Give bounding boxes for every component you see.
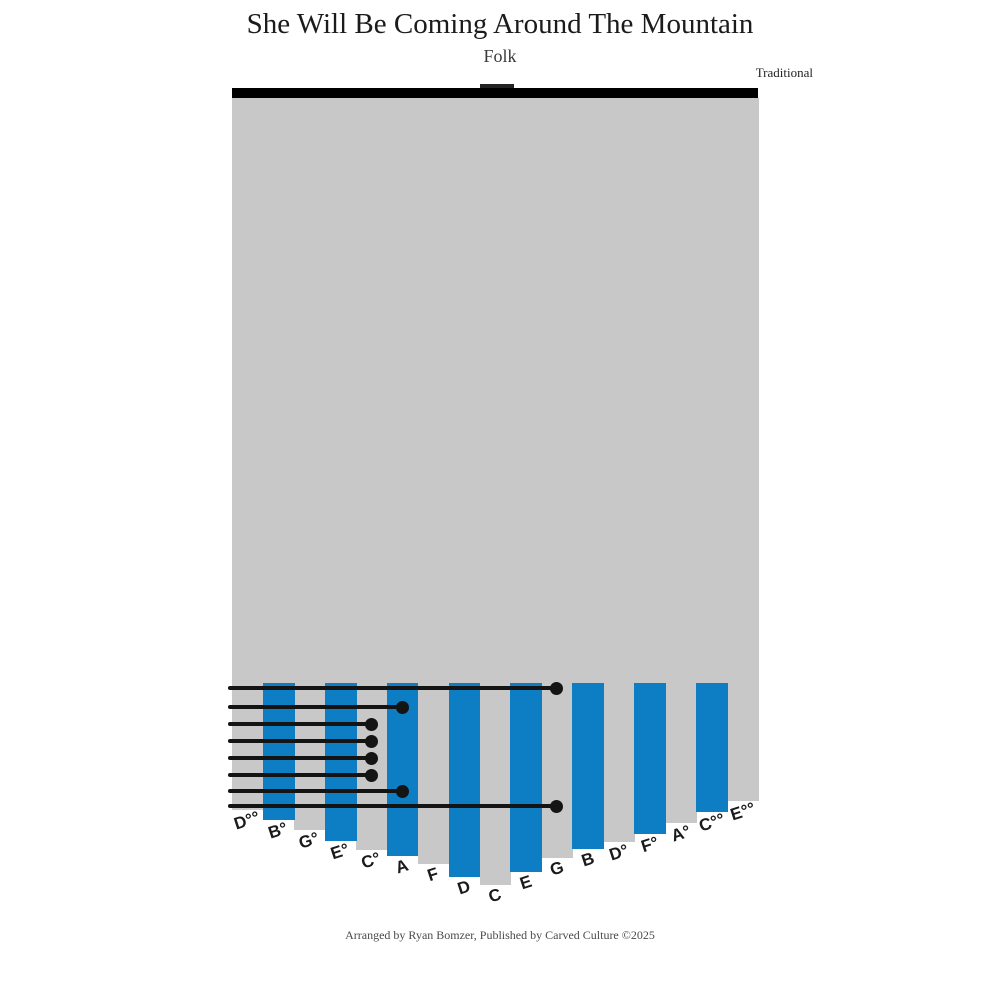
note-line	[228, 789, 403, 793]
tine-blue-stripe	[510, 683, 543, 872]
note-line	[228, 756, 372, 760]
note-head	[364, 717, 378, 731]
note-line	[228, 804, 557, 808]
note-line	[228, 705, 403, 709]
tine-blue-stripe	[696, 683, 728, 812]
tine-column	[232, 98, 264, 810]
footer-credit: Arranged by Ryan Bomzer, Published by Ca…	[345, 928, 655, 942]
note-head	[395, 700, 409, 714]
tine-column	[417, 98, 450, 864]
tine-column	[665, 98, 697, 823]
tine-column	[603, 98, 636, 842]
tine-column	[727, 98, 759, 801]
composer-attribution: Traditional	[755, 65, 813, 80]
note-line	[228, 773, 372, 777]
kalimba-bridge-bar	[232, 88, 758, 98]
tine-blue-stripe	[324, 683, 357, 841]
tine-blue-stripe	[634, 683, 666, 834]
tine-blue-stripe	[262, 683, 295, 820]
genre-subtitle: Folk	[483, 46, 517, 66]
note-head	[364, 734, 378, 748]
tine-column	[479, 98, 512, 885]
song-title: She Will Be Coming Around The Mountain	[246, 8, 754, 40]
note-line	[228, 722, 372, 726]
tine-column	[293, 98, 326, 830]
bridge-tab	[480, 84, 514, 90]
tine-column	[541, 98, 574, 858]
note-head	[550, 681, 564, 695]
note-line	[228, 686, 557, 690]
note-head	[364, 768, 378, 782]
note-head	[395, 784, 409, 798]
note-line	[228, 739, 372, 743]
note-head	[550, 799, 564, 813]
note-head	[364, 751, 378, 765]
tine-blue-stripe	[448, 683, 481, 877]
tine-blue-stripe	[572, 683, 605, 849]
